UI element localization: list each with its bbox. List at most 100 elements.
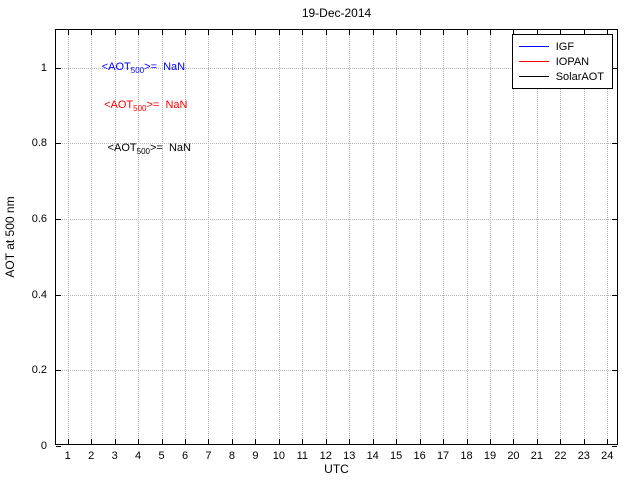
grid-line-vertical [513,30,515,444]
x-tick-label: 12 [319,450,332,462]
x-tick-label: 3 [111,450,118,462]
x-tick-mark [231,439,233,444]
x-tick-mark [536,30,538,35]
x-tick-mark [185,439,187,444]
y-tick-mark [612,143,617,145]
x-tick-label: 17 [436,450,450,462]
x-tick-mark [372,439,374,444]
x-tick-mark [419,30,421,35]
x-tick-mark [443,30,445,35]
x-tick-label: 5 [158,450,165,462]
x-axis-label: UTC [324,462,349,476]
y-tick-mark [56,143,61,145]
legend-entry: SolarAOT [518,69,604,84]
grid-line-vertical [419,30,421,444]
x-tick-mark [138,30,140,35]
grid-line-vertical [255,30,257,444]
x-tick-mark [466,30,468,35]
y-tick-label: 0 [40,440,47,452]
x-tick-label: 4 [135,450,142,462]
x-tick-mark [161,30,163,35]
grid-line-vertical [114,30,116,444]
grid-line-vertical [349,30,351,444]
grid-line-vertical [208,30,210,444]
x-tick-mark [372,30,374,35]
y-tick-mark [612,446,617,447]
x-tick-mark [161,439,163,444]
x-tick-mark [114,439,116,444]
x-tick-label: 19 [483,450,497,462]
x-tick-mark [114,30,116,35]
x-tick-mark [302,30,304,35]
x-tick-mark [255,439,257,444]
y-tick-label: 0.2 [31,364,47,377]
x-tick-mark [560,30,562,35]
x-tick-mark [138,439,140,444]
grid-line-vertical [536,30,538,444]
x-tick-mark [349,439,351,444]
y-tick-mark [56,294,61,296]
x-tick-label: 7 [205,450,212,462]
grid-line-vertical [560,30,562,444]
grid-line-vertical [91,30,93,444]
x-tick-mark [513,439,515,444]
grid-line-vertical [489,30,491,444]
y-tick-mark [56,446,61,447]
legend-line-sample [518,61,549,62]
grid-line-vertical [231,30,233,444]
x-tick-mark [278,30,280,35]
legend-label: SolarAOT [555,70,604,83]
grid-line-vertical [138,30,140,444]
y-tick-mark [612,370,617,372]
x-tick-mark [255,30,257,35]
x-tick-label: 16 [413,450,426,462]
x-tick-label: 23 [577,450,590,462]
grid-line-horizontal [56,370,617,372]
x-tick-mark [466,439,468,444]
legend-label: IOPAN [555,55,590,68]
legend-line-sample [518,46,549,47]
legend-line-sample [518,76,549,77]
y-tick-mark [56,370,61,372]
x-tick-mark [302,439,304,444]
y-tick-mark [56,219,61,221]
x-tick-label: 1 [64,450,71,462]
x-tick-label: 9 [252,450,259,462]
x-tick-mark [419,439,421,444]
x-tick-label: 11 [296,450,309,462]
aot-annotation: <AOT500>= NaN [104,98,188,113]
grid-line-vertical [185,30,187,444]
x-tick-mark [396,30,398,35]
x-tick-mark [607,439,609,444]
x-tick-mark [583,30,585,35]
x-tick-label: 15 [390,450,403,462]
grid-line-vertical [583,30,585,444]
legend-label: IGF [555,40,575,53]
grid-line-vertical [607,30,609,444]
x-tick-mark [208,30,210,35]
x-tick-mark [185,30,187,35]
grid-line-horizontal [56,219,617,221]
legend: IGF IOPAN SolarAOT [511,34,613,89]
chart-title: 19-Dec-2014 [301,6,372,20]
y-tick-mark [56,67,61,69]
y-tick-label: 0.8 [31,137,47,150]
x-tick-mark [607,30,609,35]
grid-line-horizontal [56,294,617,296]
x-tick-mark [91,439,93,444]
grid-line-vertical [161,30,163,444]
x-tick-mark [443,439,445,444]
grid-line-vertical [466,30,468,444]
grid-line-horizontal [56,143,617,145]
grid-line-vertical [443,30,445,444]
x-tick-label: 2 [88,450,95,462]
x-tick-mark [325,30,327,35]
plot-area: IGF IOPAN SolarAOT 1 2 3 4 5 6 7 8 9 10 11 12 13 14 15 16… [32,29,618,462]
x-tick-mark [489,439,491,444]
x-tick-label: 21 [530,450,544,462]
y-tick-label: 0.4 [31,288,47,301]
x-tick-mark [583,439,585,444]
x-tick-label: 24 [601,450,614,462]
x-tick-mark [560,439,562,444]
grid-line-vertical [325,30,327,444]
